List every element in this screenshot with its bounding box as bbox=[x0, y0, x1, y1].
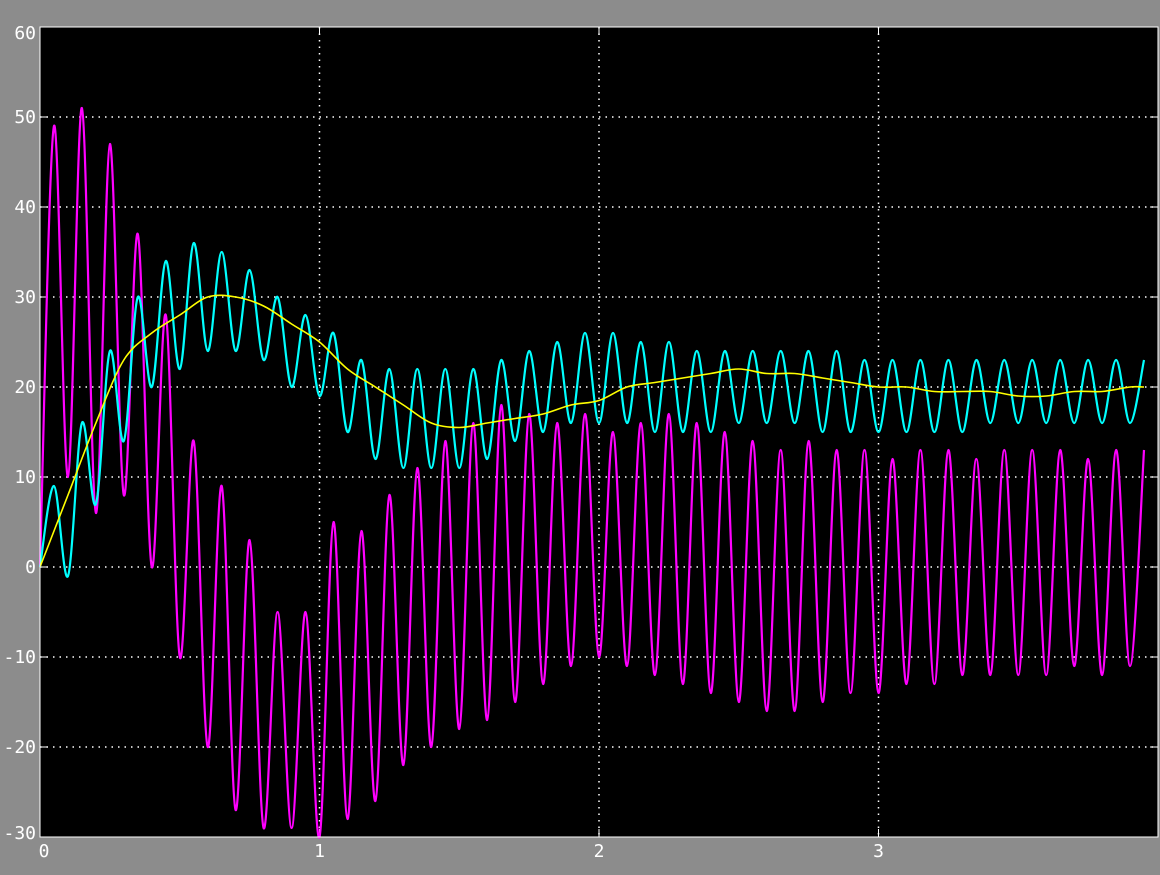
y-tick-label: -30 bbox=[3, 823, 36, 844]
plot-area bbox=[40, 27, 1158, 837]
x-tick-label: 1 bbox=[314, 841, 325, 862]
x-tick-label: 0 bbox=[39, 841, 50, 862]
series-line-3 bbox=[39, 294, 1145, 568]
y-tick-label: 50 bbox=[14, 107, 36, 128]
y-tick-label: 40 bbox=[14, 197, 36, 218]
plot-frame bbox=[39, 26, 1159, 838]
y-tick-label: 60 bbox=[14, 23, 36, 44]
y-tick-label: 20 bbox=[14, 377, 36, 398]
y-tick-label: 10 bbox=[14, 467, 36, 488]
series-line-1 bbox=[38, 106, 1146, 839]
y-tick-label: 0 bbox=[25, 557, 36, 578]
x-tick-label: 3 bbox=[873, 841, 884, 862]
y-tick-label: 30 bbox=[14, 287, 36, 308]
x-tick-label: 2 bbox=[594, 841, 605, 862]
y-tick-label: -10 bbox=[3, 647, 36, 668]
series-line-2 bbox=[38, 241, 1146, 578]
series-lines bbox=[38, 106, 1146, 839]
tick-labels: 0 1 2 3 -30 -20 -10 0 10 20 30 40 50 60 bbox=[3, 23, 883, 862]
y-tick-label: -20 bbox=[3, 737, 36, 758]
